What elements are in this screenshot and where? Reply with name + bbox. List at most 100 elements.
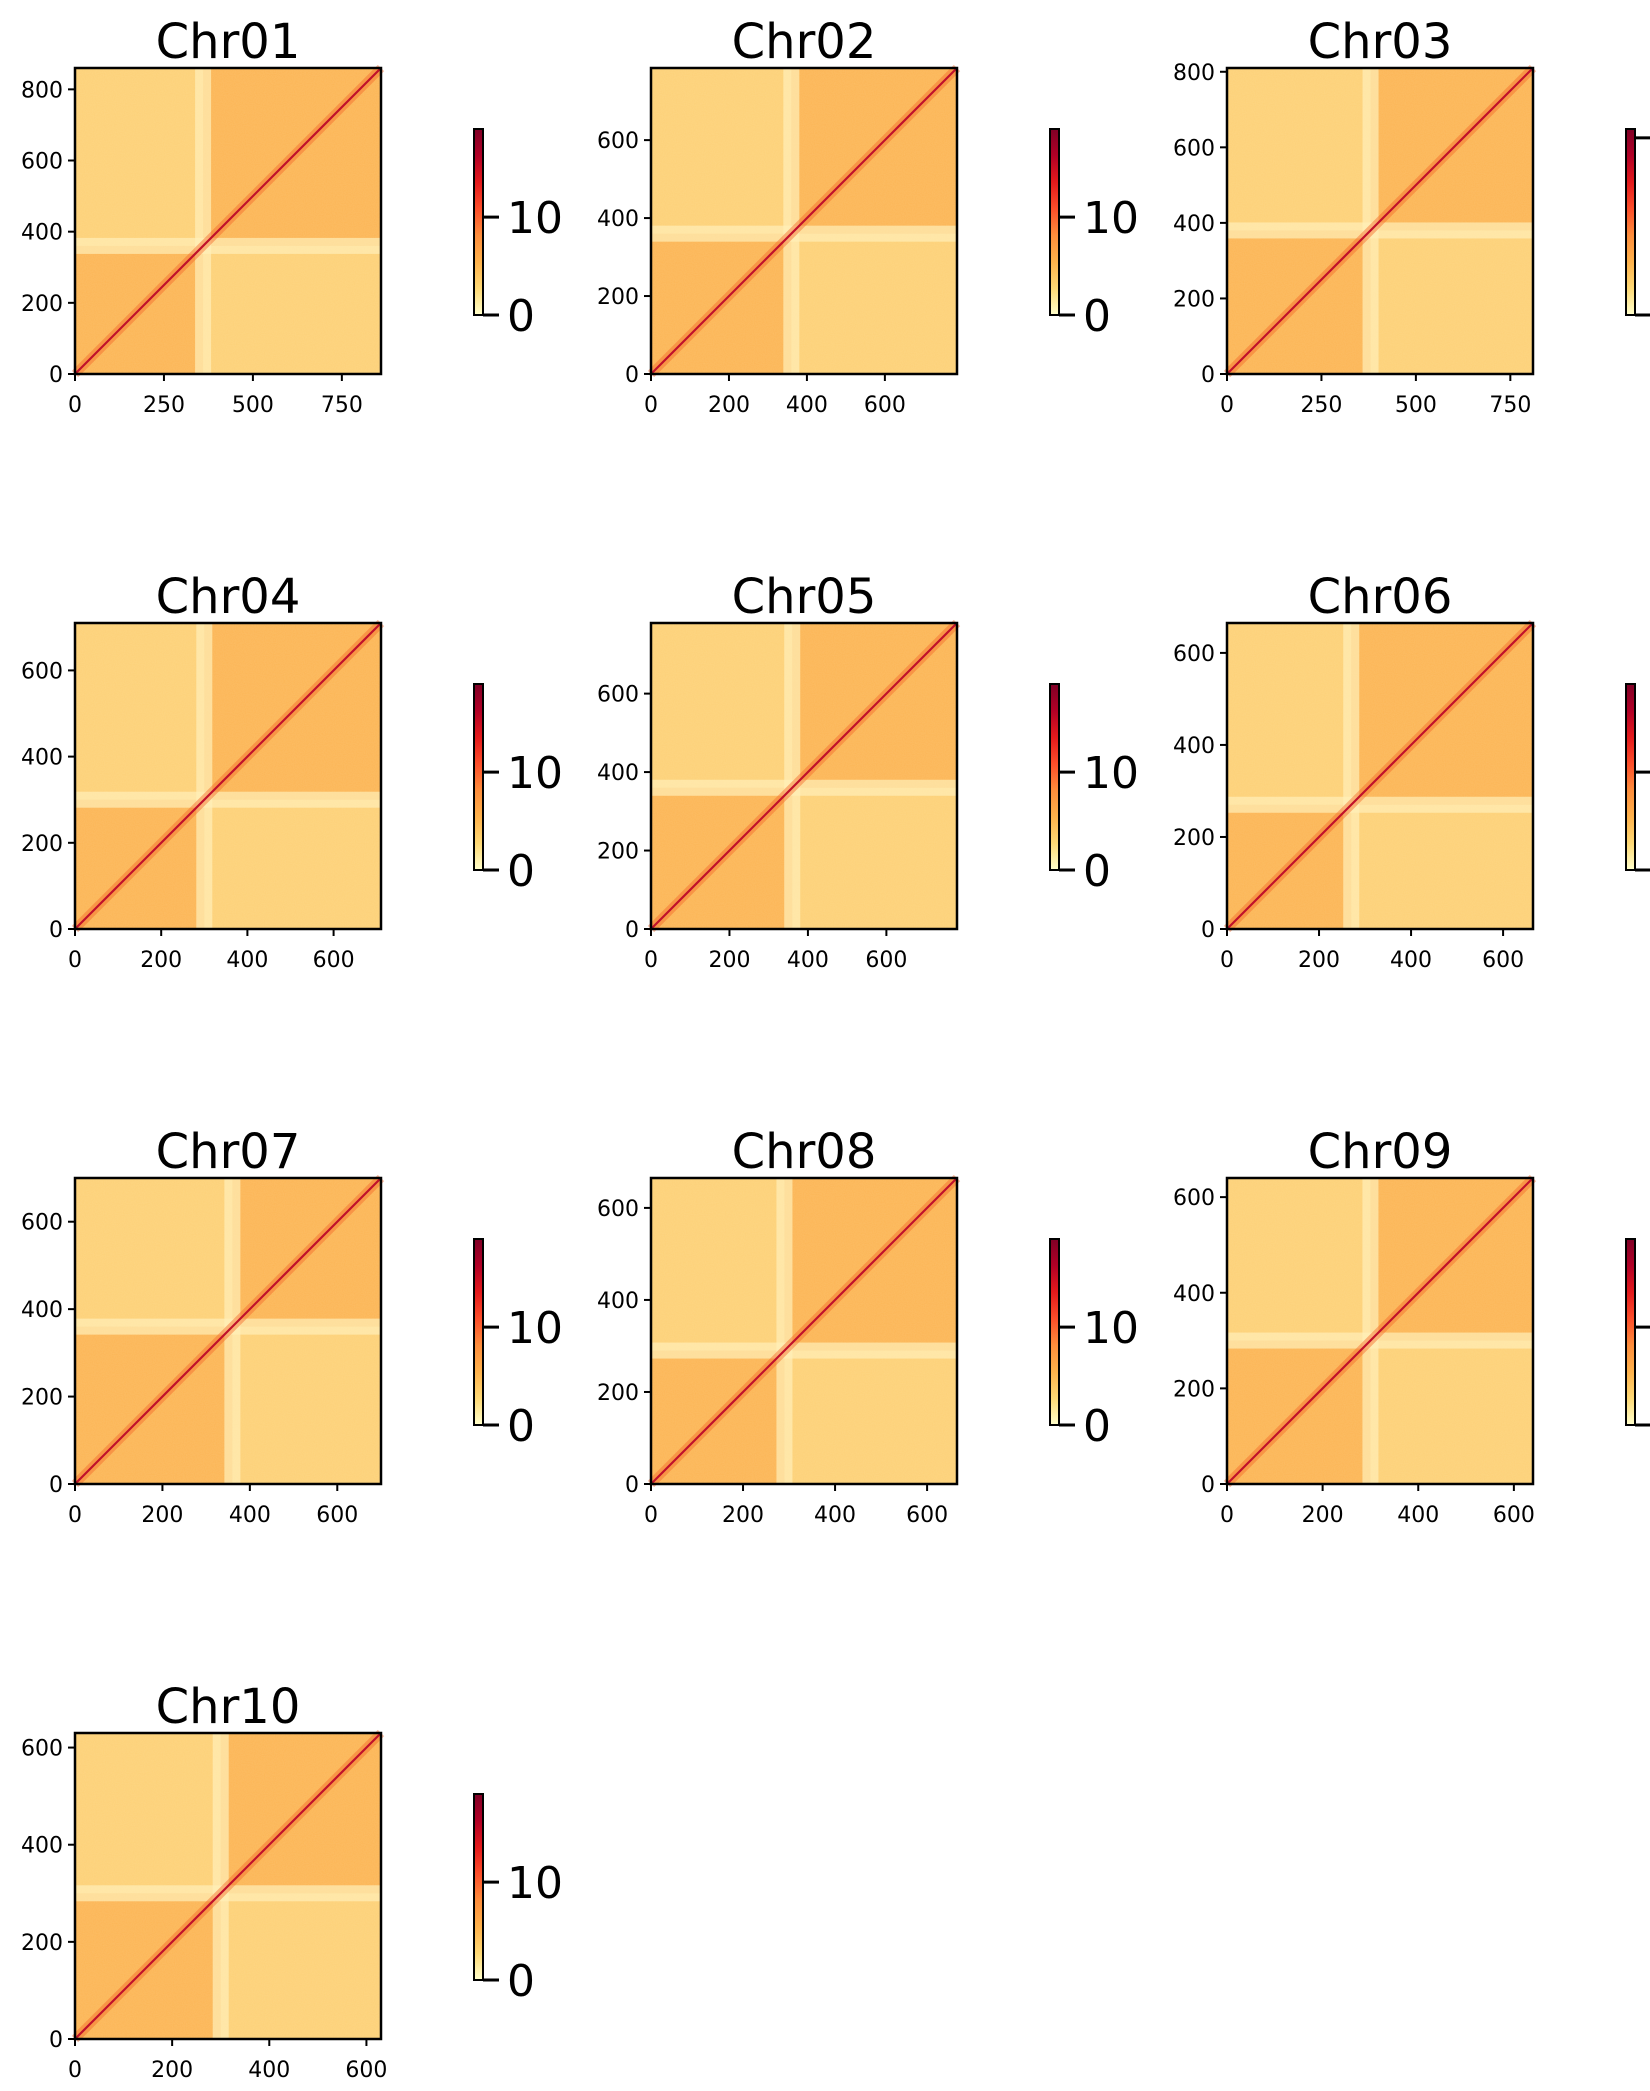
y-tick-label: 400	[21, 221, 63, 246]
y-tick-label: 200	[21, 1386, 63, 1411]
y-tick-label: 200	[597, 285, 639, 310]
y-tick-label: 600	[21, 150, 63, 175]
colorbar-tick-label: 0	[1083, 846, 1111, 897]
y-tick-label: 0	[49, 363, 63, 388]
diagonal-line	[74, 1732, 382, 2040]
x-tick-label: 0	[1220, 393, 1234, 418]
panel-title: Chr09	[1308, 1124, 1453, 1180]
x-tick-label: 600	[313, 948, 355, 973]
x-tick-label: 400	[786, 393, 828, 418]
panel-chr04: Chr04 0 200 400 600 0 200 400 600 0 10	[21, 569, 563, 973]
y-tick-label: 0	[1201, 918, 1215, 943]
colorbar	[1050, 684, 1059, 870]
axes-frame	[649, 66, 959, 376]
colorbar-tick-label: 10	[507, 748, 563, 799]
y-tick-label: 200	[21, 832, 63, 857]
x-tick-label: 0	[68, 393, 82, 418]
x-tick-label: 0	[68, 1503, 82, 1528]
diagonal-line	[74, 67, 382, 375]
colorbar-tick-label: 0	[507, 1401, 535, 1452]
y-tick-label: 0	[49, 2028, 63, 2053]
colorbar-frame	[1625, 1238, 1636, 1426]
x-tick-label: 250	[143, 393, 185, 418]
x-tick-label: 200	[722, 1503, 764, 1528]
y-tick-label: 200	[21, 292, 63, 317]
y-tick-label: 600	[21, 1737, 63, 1762]
x-tick-label: 250	[1300, 393, 1342, 418]
x-tick-label: 0	[1220, 948, 1234, 973]
diagonal-line	[1226, 1177, 1534, 1485]
x-tick-label: 600	[865, 948, 907, 973]
x-tick-label: 200	[151, 2058, 193, 2083]
axes-frame	[1225, 66, 1535, 376]
x-tick-label: 750	[321, 393, 363, 418]
y-tick-label: 200	[597, 1381, 639, 1406]
axes-frame	[649, 1176, 959, 1486]
diagonal-line	[74, 1177, 382, 1485]
colorbar-frame	[1625, 128, 1636, 316]
colorbar-tick-label: 0	[507, 1956, 535, 2007]
colorbar-frame	[1049, 683, 1060, 871]
colorbar-frame	[473, 683, 484, 871]
axes-frame	[73, 66, 383, 376]
colorbar-tick-label: 0	[1083, 1401, 1111, 1452]
panel-chr06: Chr0602004006000200400600010	[1173, 569, 1650, 973]
panel-title: Chr02	[732, 14, 877, 70]
y-tick-label: 0	[49, 918, 63, 943]
colorbar-tick-label: 10	[507, 193, 563, 244]
panel-chr08: Chr08 0 200 400 600 0 200 400 600 0 10	[597, 1124, 1139, 1528]
y-tick-label: 0	[1201, 363, 1215, 388]
y-tick-label: 400	[21, 1298, 63, 1323]
x-tick-label: 0	[644, 948, 658, 973]
colorbar-frame	[1625, 683, 1636, 871]
x-tick-label: 400	[226, 948, 268, 973]
x-tick-label: 600	[906, 1503, 948, 1528]
colorbar	[474, 1794, 483, 1980]
diagonal-line	[1226, 67, 1534, 375]
y-tick-label: 0	[49, 1473, 63, 1498]
diagonal-line	[650, 1177, 958, 1485]
colorbar	[474, 129, 483, 315]
panel-chr09: Chr0902004006000200400600010	[1173, 1124, 1650, 1528]
y-tick-label: 200	[1173, 287, 1215, 312]
axes-frame	[73, 1731, 383, 2041]
panel-chr01: Chr01 0 250 500 750 0 200 400 600 800 0 10	[21, 14, 563, 418]
panel-title: Chr06	[1308, 569, 1453, 625]
y-tick-label: 400	[597, 1289, 639, 1314]
x-tick-label: 600	[864, 393, 906, 418]
y-tick-label: 800	[21, 78, 63, 103]
panel-title: Chr01	[156, 14, 301, 70]
y-tick-label: 400	[597, 207, 639, 232]
y-tick-label: 600	[1173, 136, 1215, 161]
y-tick-label: 600	[597, 683, 639, 708]
panel-title: Chr05	[732, 569, 877, 625]
y-tick-label: 600	[21, 659, 63, 684]
colorbar	[1626, 129, 1635, 315]
x-tick-label: 0	[1220, 1503, 1234, 1528]
y-tick-label: 200	[21, 1931, 63, 1956]
colorbar-frame	[473, 128, 484, 316]
y-tick-label: 200	[1173, 1377, 1215, 1402]
x-tick-label: 500	[1395, 393, 1437, 418]
x-tick-label: 200	[141, 1503, 183, 1528]
y-tick-label: 600	[21, 1211, 63, 1236]
x-tick-label: 600	[316, 1503, 358, 1528]
x-tick-label: 200	[140, 948, 182, 973]
y-tick-label: 0	[625, 1473, 639, 1498]
y-tick-label: 600	[597, 1197, 639, 1222]
x-tick-label: 200	[1298, 948, 1340, 973]
x-tick-label: 500	[232, 393, 274, 418]
x-tick-label: 0	[644, 1503, 658, 1528]
colorbar-tick-label: 0	[507, 291, 535, 342]
y-tick-label: 400	[1173, 212, 1215, 237]
y-tick-label: 800	[1173, 61, 1215, 86]
colorbar-tick-label: 10	[1083, 1303, 1139, 1354]
y-tick-label: 400	[21, 746, 63, 771]
panel-chr02: Chr02 0 200 400 600 0 200 400 600 0 10	[597, 14, 1139, 418]
y-tick-label: 200	[597, 840, 639, 865]
colorbar	[1050, 1239, 1059, 1425]
colorbar	[1050, 129, 1059, 315]
x-tick-label: 600	[345, 2058, 387, 2083]
x-tick-label: 400	[229, 1503, 271, 1528]
